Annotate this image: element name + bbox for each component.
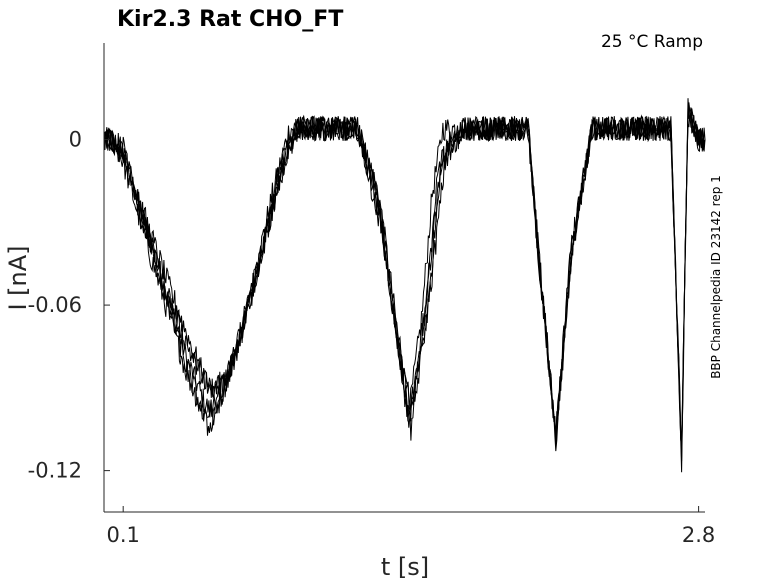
y-tick-label: -0.12	[28, 459, 82, 483]
chart-title: Kir2.3 Rat CHO_FT	[117, 7, 343, 32]
x-axis-label: t [s]	[381, 553, 429, 581]
y-tick-label: -0.06	[28, 293, 82, 317]
source-label: BBP Channelpedia ID 23142 rep 1	[709, 175, 723, 379]
condition-label: 25 °C Ramp	[601, 32, 703, 52]
y-ticks-group: 0 -0.06 -0.12	[28, 128, 110, 483]
x-tick-label: 0.1	[106, 523, 139, 547]
x-ticks-group: 0.1 2.8	[106, 506, 715, 547]
trace-line-2	[103, 98, 706, 473]
y-axis-label: I [nA]	[4, 245, 32, 310]
x-tick-label: 2.8	[682, 523, 715, 547]
trace-line-5	[103, 102, 706, 462]
y-tick-label: 0	[69, 128, 82, 152]
traces-group	[103, 98, 706, 473]
